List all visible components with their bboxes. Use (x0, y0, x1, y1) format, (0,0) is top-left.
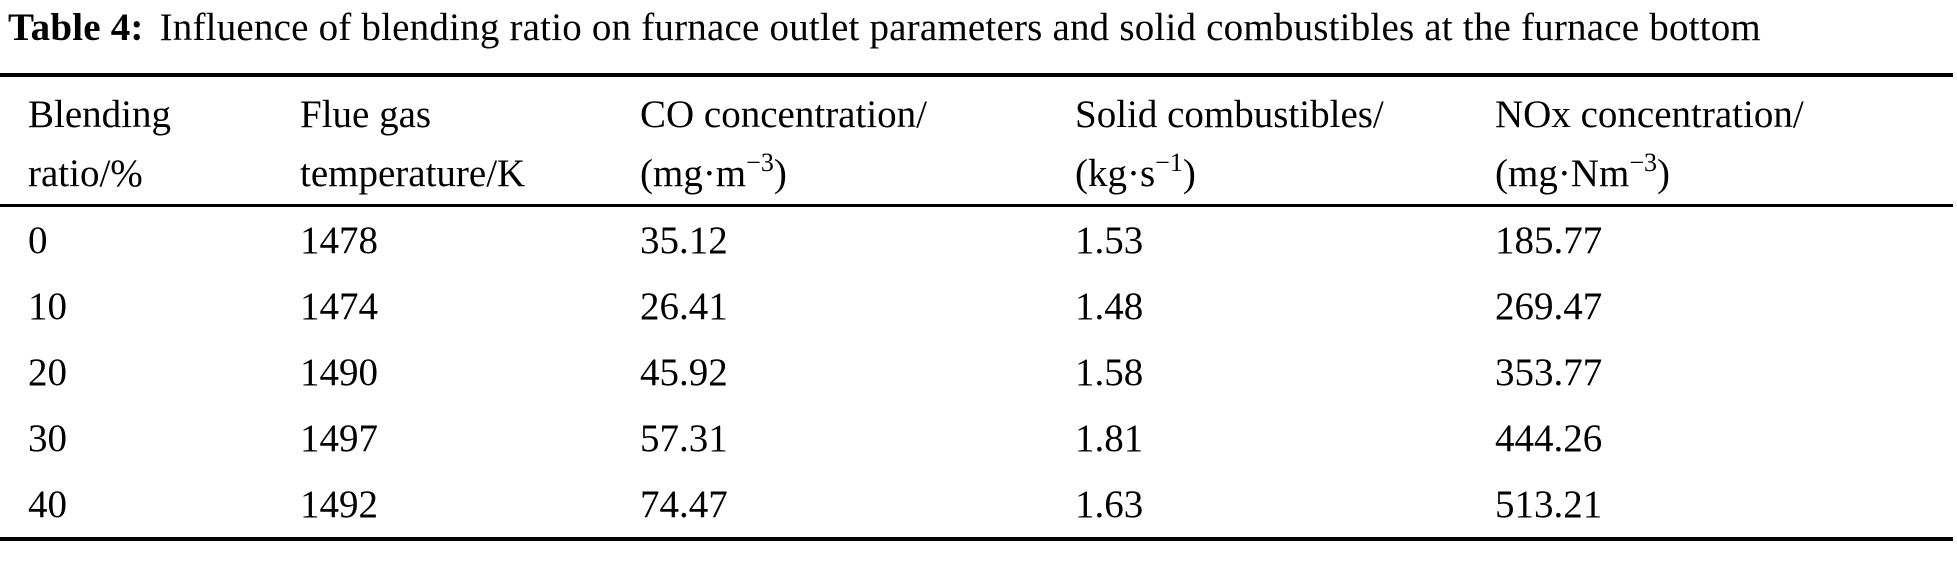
header-line1: CO concentration/ (640, 93, 927, 136)
header-line2: (kg·s−1) (1075, 139, 1495, 198)
unit-text: ) (773, 152, 787, 195)
header-line1: NOx concentration/ (1495, 93, 1804, 136)
cell-co-concentration: 45.92 (640, 350, 728, 394)
unit-superscript: −3 (746, 148, 774, 177)
cell-nox-concentration: 513.21 (1495, 482, 1603, 526)
cell-flue-gas-temperature: 1478 (300, 218, 378, 262)
cell-flue-gas-temperature: 1492 (300, 482, 378, 526)
unit-superscript: −3 (1629, 148, 1657, 177)
table-row: 20 1490 45.92 1.58 353.77 (0, 339, 1953, 405)
cell-co-concentration: 35.12 (640, 218, 728, 262)
cell-solid-combustibles: 1.53 (1075, 218, 1144, 262)
header-line1: Solid combustibles/ (1075, 93, 1384, 136)
data-table: Blending ratio/% Flue gas temperature/K … (0, 73, 1953, 541)
table-caption: Table 4: Influence of blending ratio on f… (0, 0, 1957, 52)
header-line2: (mg·Nm−3) (1495, 139, 1953, 198)
unit-text: (mg·Nm (1495, 152, 1630, 195)
cell-solid-combustibles: 1.58 (1075, 350, 1144, 394)
table-row: 30 1497 57.31 1.81 444.26 (0, 405, 1953, 471)
cell-flue-gas-temperature: 1490 (300, 350, 378, 394)
column-header-co-concentration: CO concentration/ (mg·m−3) (640, 75, 1075, 207)
unit-text: ) (1182, 152, 1196, 195)
column-header-flue-gas-temperature: Flue gas temperature/K (300, 75, 640, 207)
header-line1: Blending (28, 93, 171, 136)
cell-flue-gas-temperature: 1497 (300, 416, 378, 460)
header-line1: Flue gas (300, 93, 432, 136)
table-row: 0 1478 35.12 1.53 185.77 (0, 206, 1953, 274)
cell-nox-concentration: 269.47 (1495, 284, 1603, 328)
unit-text: ) (1656, 152, 1670, 195)
header-line2: ratio/% (28, 139, 300, 198)
cell-blending-ratio: 20 (28, 350, 67, 394)
header-row: Blending ratio/% Flue gas temperature/K … (0, 75, 1953, 207)
cell-co-concentration: 26.41 (640, 284, 728, 328)
cell-solid-combustibles: 1.81 (1075, 416, 1144, 460)
unit-superscript: −1 (1155, 148, 1183, 177)
table-caption-text: Influence of blending ratio on furnace o… (159, 6, 1761, 49)
cell-blending-ratio: 0 (28, 218, 48, 262)
cell-co-concentration: 57.31 (640, 416, 728, 460)
cell-flue-gas-temperature: 1474 (300, 284, 378, 328)
column-header-solid-combustibles: Solid combustibles/ (kg·s−1) (1075, 75, 1495, 207)
cell-solid-combustibles: 1.63 (1075, 482, 1144, 526)
unit-text: (mg·m (640, 152, 747, 195)
unit-text: temperature/K (300, 152, 526, 195)
table-caption-label: Table 4: (8, 6, 144, 49)
cell-blending-ratio: 10 (28, 284, 67, 328)
table-header: Blending ratio/% Flue gas temperature/K … (0, 75, 1953, 207)
cell-blending-ratio: 40 (28, 482, 67, 526)
header-line2: (mg·m−3) (640, 139, 1075, 198)
table-row: 40 1492 74.47 1.63 513.21 (0, 471, 1953, 539)
unit-text: (kg·s (1075, 152, 1156, 195)
cell-solid-combustibles: 1.48 (1075, 284, 1144, 328)
header-line2: temperature/K (300, 139, 640, 198)
column-header-nox-concentration: NOx concentration/ (mg·Nm−3) (1495, 75, 1953, 207)
cell-blending-ratio: 30 (28, 416, 67, 460)
cell-nox-concentration: 353.77 (1495, 350, 1603, 394)
cell-co-concentration: 74.47 (640, 482, 728, 526)
table-body: 0 1478 35.12 1.53 185.77 10 1474 26.41 1… (0, 206, 1953, 540)
column-header-blending-ratio: Blending ratio/% (0, 75, 300, 207)
table-row: 10 1474 26.41 1.48 269.47 (0, 273, 1953, 339)
unit-text: ratio/% (28, 152, 143, 195)
cell-nox-concentration: 444.26 (1495, 416, 1603, 460)
cell-nox-concentration: 185.77 (1495, 218, 1603, 262)
